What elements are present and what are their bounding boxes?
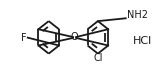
Text: Cl: Cl xyxy=(93,53,103,63)
Text: O: O xyxy=(71,32,78,42)
Text: F: F xyxy=(22,33,27,43)
Text: NH2: NH2 xyxy=(127,10,148,20)
Text: HCl: HCl xyxy=(133,36,152,46)
